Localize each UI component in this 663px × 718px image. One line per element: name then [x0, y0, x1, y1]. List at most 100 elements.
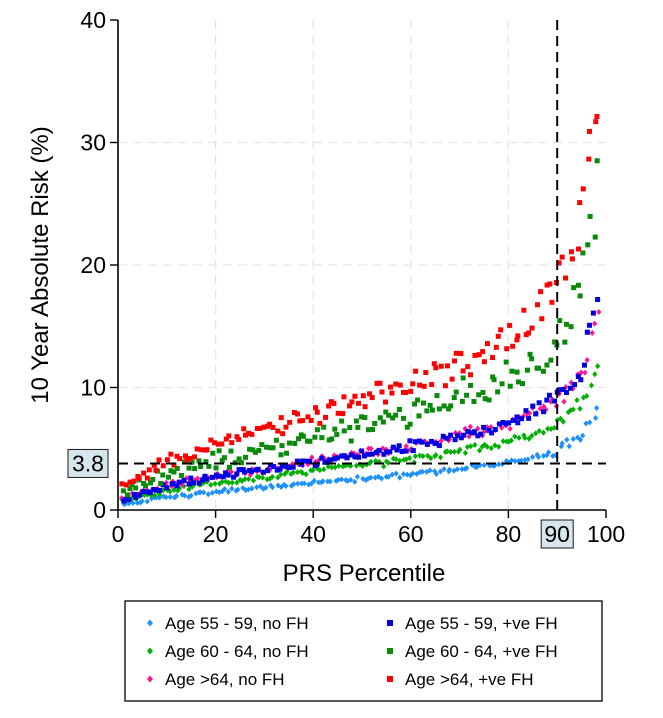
- data-point-4-22: [192, 466, 198, 472]
- data-point-1-42: [260, 474, 266, 481]
- data-point-1-47: [278, 471, 284, 478]
- data-point-3-50: [286, 465, 292, 471]
- data-point-3-78: [384, 449, 390, 455]
- data-point-4-47: [278, 452, 284, 458]
- data-point-4-74: [370, 426, 376, 432]
- legend-marker-4: [387, 648, 393, 654]
- data-point-3-117: [515, 420, 521, 426]
- data-point-4-49: [284, 450, 290, 456]
- data-point-3-113: [503, 421, 509, 427]
- data-point-4-16: [171, 469, 177, 475]
- data-point-3-94: [436, 443, 442, 449]
- data-point-3-56: [307, 458, 313, 464]
- data-point-5-1: [119, 481, 125, 487]
- data-point-4-70: [355, 424, 361, 430]
- data-point-1-94: [437, 454, 444, 461]
- data-point-3-75: [374, 450, 380, 456]
- data-point-4-138: [587, 213, 593, 219]
- data-point-5-30: [219, 441, 225, 447]
- data-point-4-67: [347, 424, 353, 430]
- data-point-3-10: [151, 487, 157, 493]
- data-point-3-96: [444, 435, 450, 441]
- data-point-5-115: [510, 343, 516, 349]
- data-point-2-105: [475, 425, 481, 432]
- data-point-3-24: [199, 477, 205, 483]
- data-point-3-90: [424, 441, 430, 447]
- data-point-0-102: [464, 465, 470, 472]
- data-point-1-65: [340, 463, 346, 470]
- data-point-1-12: [157, 491, 163, 498]
- data-point-3-70: [356, 454, 362, 460]
- data-point-3-91: [428, 438, 434, 444]
- data-point-4-94: [436, 406, 442, 412]
- data-point-5-88: [417, 382, 423, 388]
- data-point-1-140: [595, 363, 601, 370]
- data-point-3-120: [526, 415, 532, 421]
- data-point-5-64: [335, 410, 341, 416]
- data-point-4-123: [535, 365, 541, 371]
- data-point-4-28: [213, 465, 219, 471]
- data-point-0-99: [454, 466, 460, 473]
- data-point-3-88: [416, 438, 422, 444]
- data-point-3-110: [492, 427, 498, 433]
- data-point-5-60: [323, 414, 329, 420]
- data-point-0-81: [393, 470, 399, 477]
- data-point-3-115: [510, 417, 516, 423]
- data-point-5-29: [215, 441, 221, 447]
- data-point-1-107: [482, 441, 488, 448]
- data-point-4-36: [238, 460, 244, 466]
- data-point-4-97: [448, 403, 454, 409]
- data-point-4-31: [221, 455, 227, 461]
- data-point-4-114: [507, 383, 513, 389]
- data-point-5-34: [234, 434, 240, 440]
- legend-box: [124, 600, 603, 702]
- data-point-1-50: [288, 471, 294, 478]
- data-point-3-48: [279, 463, 285, 469]
- data-point-4-57: [312, 434, 318, 440]
- data-point-3-42: [260, 469, 266, 475]
- data-point-5-32: [226, 433, 232, 439]
- data-point-3-31: [223, 470, 229, 476]
- data-point-5-45: [270, 424, 276, 430]
- data-point-0-88: [417, 469, 423, 476]
- data-point-4-63: [332, 426, 338, 432]
- data-point-1-52: [294, 469, 301, 476]
- data-point-4-30: [219, 457, 225, 463]
- data-point-5-74: [369, 395, 375, 401]
- data-point-0-14: [163, 494, 169, 501]
- data-point-0-93: [433, 471, 440, 478]
- data-point-1-122: [533, 430, 539, 437]
- data-point-3-23: [196, 480, 202, 486]
- data-point-4-42: [259, 442, 265, 448]
- legend-marker-2: [147, 675, 153, 683]
- data-point-3-127: [552, 398, 558, 404]
- data-point-4-106: [480, 389, 486, 395]
- data-point-5-123: [538, 289, 544, 295]
- data-point-5-76: [377, 380, 383, 386]
- data-point-5-21: [187, 455, 193, 461]
- data-point-1-105: [476, 447, 483, 454]
- data-point-3-101: [461, 432, 467, 438]
- data-point-4-44: [267, 445, 273, 451]
- data-point-5-14: [164, 457, 170, 463]
- data-point-5-27: [208, 437, 214, 443]
- data-point-5-47: [278, 415, 284, 421]
- data-point-3-93: [433, 441, 439, 447]
- data-point-4-127: [552, 339, 558, 345]
- data-point-0-131: [564, 436, 570, 443]
- data-point-4-64: [334, 431, 340, 437]
- data-point-3-39: [248, 468, 254, 474]
- data-point-5-15: [168, 451, 174, 457]
- data-point-5-87: [413, 368, 419, 374]
- data-point-4-93: [434, 393, 440, 399]
- data-point-2-74: [368, 445, 374, 452]
- data-point-5-11: [153, 467, 159, 473]
- data-point-4-90: [424, 408, 430, 414]
- data-point-1-124: [540, 429, 547, 436]
- data-point-4-115: [509, 368, 515, 374]
- data-point-0-120: [525, 456, 531, 463]
- data-point-4-91: [427, 402, 433, 408]
- data-point-3-87: [412, 439, 418, 445]
- data-point-5-109: [490, 355, 496, 361]
- data-point-4-116: [514, 369, 520, 375]
